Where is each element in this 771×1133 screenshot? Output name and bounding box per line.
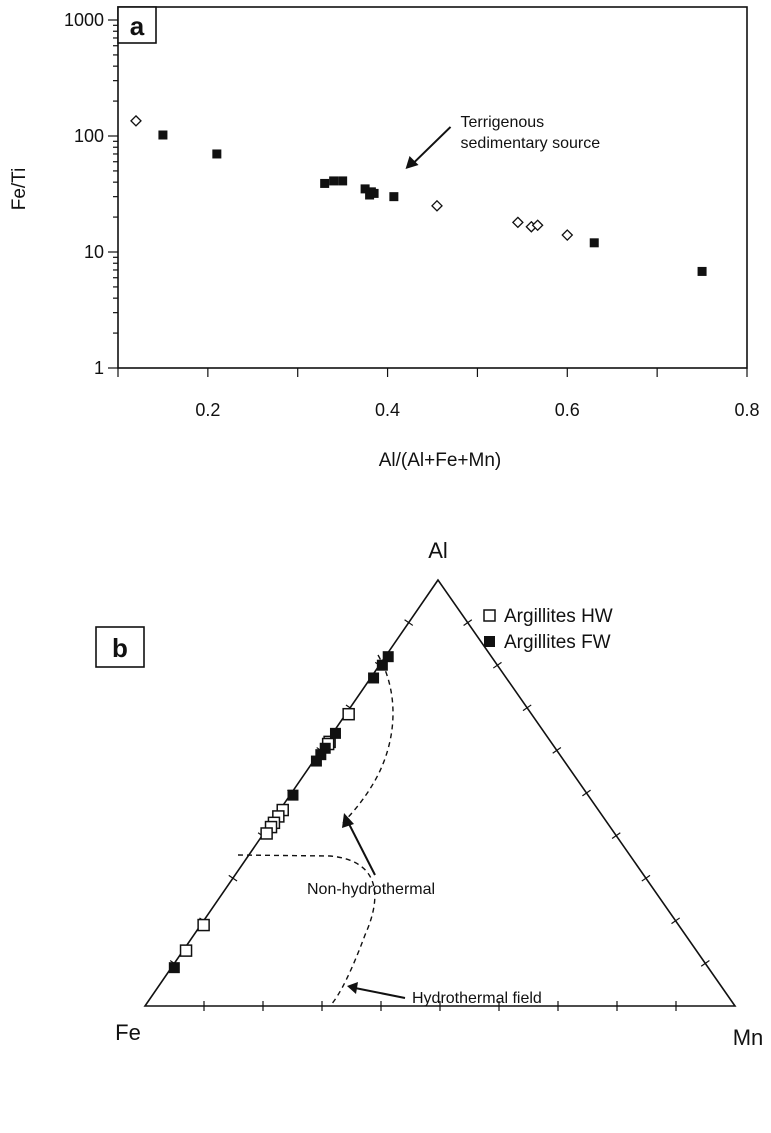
data-point-filled-square <box>697 266 707 276</box>
panel-b-tag-label: b <box>112 633 128 663</box>
ternary-tick <box>522 704 532 712</box>
ternary-point-fw <box>310 755 322 767</box>
y-tick-label: 100 <box>74 126 104 146</box>
panel-a-annotation: Terrigenous sedimentary source <box>405 114 601 169</box>
panel-b-tag: b <box>95 626 145 668</box>
vertex-label-mn: Mn <box>733 1025 764 1050</box>
ternary-tick <box>641 874 651 882</box>
ternary-tick <box>671 917 681 925</box>
annotation-text: Terrigenous <box>461 114 545 131</box>
ternary-point-hw <box>342 707 355 721</box>
ternary-tick <box>582 789 591 797</box>
x-tick-label: 0.2 <box>195 400 220 420</box>
ternary-point-hw <box>260 827 273 840</box>
data-point-filled-square <box>320 178 330 188</box>
ternary-tick <box>611 832 621 839</box>
x-tick-label: 0.4 <box>375 400 400 420</box>
legend-label-fw: Argillites FW <box>504 632 611 653</box>
ternary-point-hw <box>179 944 193 957</box>
non-hydrothermal-arrowhead <box>342 813 354 828</box>
panel-b-ternary: b Al Fe Mn Non-hydrothermal Hydrothermal… <box>95 538 764 1050</box>
ternary-tick <box>700 960 710 967</box>
panel-a-tag-label: a <box>130 11 145 41</box>
annotation-text: sedimentary source <box>461 135 601 152</box>
panel-a-scatter: 0.2 0.4 0.6 0.8 1 10 100 1000 Al/(Al+Fe+Mn) Fe… <box>9 6 760 471</box>
data-point-filled-square <box>389 192 399 202</box>
data-point-open-diamond <box>431 199 443 212</box>
y-tick-label: 1000 <box>64 10 104 30</box>
ternary-tick <box>228 874 238 882</box>
data-point-filled-square <box>212 149 222 159</box>
non-hydrothermal-label: Non-hydrothermal <box>307 881 435 898</box>
panel-a-x-ticks: 0.2 0.4 0.6 0.8 <box>117 368 760 420</box>
ternary-tick <box>492 661 502 669</box>
ternary-tick <box>552 747 562 754</box>
x-tick-label: 0.6 <box>555 400 580 420</box>
x-tick-label: 0.8 <box>734 400 759 420</box>
data-point-open-diamond <box>511 216 524 229</box>
annotation-arrowhead <box>405 155 419 169</box>
data-point-filled-square <box>360 184 370 194</box>
ternary-tick <box>404 619 414 626</box>
ternary-point-fw <box>315 749 327 761</box>
ternary-point-fw <box>287 789 299 801</box>
ternary-point-fw <box>368 672 380 684</box>
panel-a-frame <box>117 6 748 369</box>
data-point-filled-square <box>369 188 379 198</box>
data-point-filled-square <box>158 130 168 140</box>
ternary-tick <box>463 619 473 626</box>
panel-a-y-ticks: 1 10 100 1000 <box>64 10 118 378</box>
legend-label-hw: Argillites HW <box>504 606 613 627</box>
hydrothermal-arrowhead <box>347 982 358 994</box>
non-hydrothermal-arrow <box>346 819 376 876</box>
panel-a-y-axis-label: Fe/Ti <box>9 168 30 211</box>
data-point-filled-square <box>338 176 348 186</box>
ternary-ticks <box>169 619 710 1011</box>
non-hydrothermal-boundary <box>342 654 394 824</box>
vertex-label-fe: Fe <box>115 1020 141 1045</box>
data-point-open-diamond <box>130 114 142 127</box>
ternary-point-fw <box>382 651 394 663</box>
data-point-open-diamond <box>531 219 544 232</box>
legend: Argillites HW Argillites FW <box>483 606 613 653</box>
ternary-point-fw <box>329 727 341 739</box>
ternary-point-fw <box>319 742 331 754</box>
ternary-point-fw <box>168 962 180 974</box>
ternary-triangle <box>143 578 737 1007</box>
hydrothermal-arrow <box>354 987 406 999</box>
ternary-point-fw <box>376 659 388 671</box>
data-point-open-diamond <box>561 229 574 241</box>
y-tick-label: 1 <box>94 358 104 378</box>
panel-a-x-axis-label: Al/(Al+Fe+Mn) <box>379 450 501 471</box>
y-tick-label: 10 <box>84 242 104 262</box>
panel-a-tag: a <box>117 6 157 44</box>
ternary-points <box>168 651 394 974</box>
legend-marker-hw <box>483 609 496 622</box>
data-point-filled-square <box>589 238 599 248</box>
hydrothermal-field-label: Hydrothermal field <box>412 990 542 1007</box>
data-point-filled-square <box>329 176 339 186</box>
annotation-arrow <box>410 126 452 166</box>
ternary-point-hw <box>197 918 210 932</box>
panel-a-points <box>130 114 707 276</box>
legend-marker-fw <box>484 636 495 647</box>
vertex-label-al: Al <box>428 538 448 563</box>
